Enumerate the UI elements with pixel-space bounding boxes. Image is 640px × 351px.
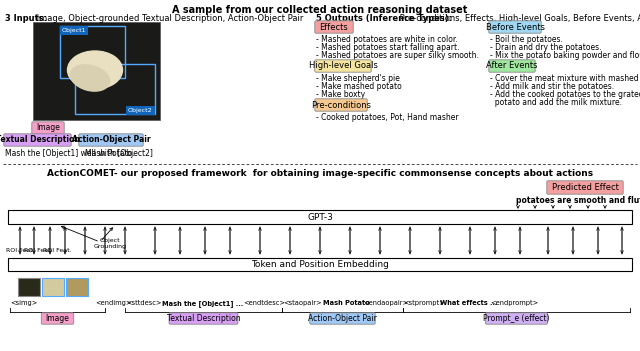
Bar bbox=[18, 278, 40, 296]
Bar bbox=[75, 64, 155, 114]
Text: Action-Object Pair: Action-Object Pair bbox=[308, 314, 377, 323]
Text: Image: Image bbox=[45, 314, 69, 323]
Text: 3 Inputs:: 3 Inputs: bbox=[5, 14, 47, 23]
Text: Mash the [Object1] well with [Object2]: Mash the [Object1] well with [Object2] bbox=[5, 149, 153, 158]
Bar bbox=[60, 26, 125, 78]
Text: Pre-conditions: Pre-conditions bbox=[311, 100, 371, 110]
Text: GPT-3: GPT-3 bbox=[307, 212, 333, 221]
Text: ROI Feat.: ROI Feat. bbox=[43, 248, 71, 253]
Text: <sttdesc>: <sttdesc> bbox=[126, 300, 161, 306]
FancyBboxPatch shape bbox=[489, 60, 535, 72]
Text: Action-Object Pair: Action-Object Pair bbox=[72, 135, 150, 145]
FancyBboxPatch shape bbox=[32, 122, 64, 134]
Text: ActionCOMET- our proposed framework  for obtaining image-specific commonsense co: ActionCOMET- our proposed framework for … bbox=[47, 169, 593, 178]
FancyBboxPatch shape bbox=[315, 60, 371, 72]
FancyBboxPatch shape bbox=[486, 313, 547, 324]
Text: 5 Outputs (Inference Types):: 5 Outputs (Inference Types): bbox=[316, 14, 452, 23]
FancyBboxPatch shape bbox=[547, 181, 623, 194]
Text: - Mashed potatoes are super silky smooth.: - Mashed potatoes are super silky smooth… bbox=[316, 51, 479, 60]
Text: Effects: Effects bbox=[319, 22, 348, 32]
Text: Image, Object-grounded Textual Description, Action-Object Pair: Image, Object-grounded Textual Descripti… bbox=[34, 14, 303, 23]
Text: <endprompt>: <endprompt> bbox=[490, 300, 538, 306]
Text: - Make shepherd's pie: - Make shepherd's pie bbox=[316, 74, 400, 83]
Text: A sample from our collected action reasoning dataset: A sample from our collected action reaso… bbox=[172, 5, 468, 15]
Text: Image: Image bbox=[36, 124, 60, 132]
Text: <staopair>: <staopair> bbox=[283, 300, 322, 306]
Text: - Add milk and stir the potatoes.: - Add milk and stir the potatoes. bbox=[490, 82, 614, 91]
Text: <stprompt>: <stprompt> bbox=[403, 300, 445, 306]
FancyBboxPatch shape bbox=[169, 313, 238, 324]
Text: <endaopair>: <endaopair> bbox=[363, 300, 408, 306]
Text: Pre-conditions, Effects, High-level Goals, Before Events, After Events: Pre-conditions, Effects, High-level Goal… bbox=[397, 14, 640, 23]
Text: Before Events: Before Events bbox=[486, 22, 545, 32]
Text: - Add the cooked potatoes to the grated: - Add the cooked potatoes to the grated bbox=[490, 90, 640, 99]
Text: High-level Goals: High-level Goals bbox=[308, 61, 378, 71]
Text: Textual Description: Textual Description bbox=[166, 314, 240, 323]
Bar bbox=[8, 258, 632, 271]
Text: - Mix the potato baking powder and flour.: - Mix the potato baking powder and flour… bbox=[490, 51, 640, 60]
FancyBboxPatch shape bbox=[315, 99, 367, 111]
Text: Object2: Object2 bbox=[128, 108, 152, 113]
Text: potatoes are smooth and fluffy: potatoes are smooth and fluffy bbox=[515, 196, 640, 205]
Ellipse shape bbox=[70, 65, 109, 91]
Text: ROI Feat.: ROI Feat. bbox=[6, 248, 35, 253]
FancyBboxPatch shape bbox=[79, 134, 143, 146]
Text: - Drain and dry the potatoes.: - Drain and dry the potatoes. bbox=[490, 43, 602, 52]
FancyBboxPatch shape bbox=[489, 21, 541, 33]
Text: - Mashed potatoes start falling apart.: - Mashed potatoes start falling apart. bbox=[316, 43, 460, 52]
Bar bbox=[8, 210, 632, 224]
FancyBboxPatch shape bbox=[315, 21, 353, 33]
Text: Textual Description: Textual Description bbox=[0, 135, 79, 145]
Text: Predicted Effect: Predicted Effect bbox=[552, 183, 618, 192]
Text: Mash Potato.: Mash Potato. bbox=[85, 149, 134, 158]
Text: - Boil the potatoes.: - Boil the potatoes. bbox=[490, 35, 563, 44]
Text: Mash Potato: Mash Potato bbox=[323, 300, 370, 306]
Text: <simg>: <simg> bbox=[10, 300, 37, 306]
Bar bbox=[33, 22, 160, 120]
Text: Mash the [Object1] ...: Mash the [Object1] ... bbox=[162, 300, 243, 307]
Text: Object1: Object1 bbox=[62, 28, 86, 33]
Text: Object
Grounding: Object Grounding bbox=[93, 238, 127, 249]
FancyBboxPatch shape bbox=[310, 313, 375, 324]
Text: <endtdesc>: <endtdesc> bbox=[243, 300, 285, 306]
Text: - Make boxty: - Make boxty bbox=[316, 90, 365, 99]
Bar bbox=[66, 278, 88, 296]
Bar bbox=[42, 278, 64, 296]
Text: - Make mashed potato: - Make mashed potato bbox=[316, 82, 402, 91]
Text: <endimg>: <endimg> bbox=[95, 300, 131, 306]
Text: What effects ...: What effects ... bbox=[440, 300, 497, 306]
Text: Token and Position Embedding: Token and Position Embedding bbox=[251, 260, 389, 269]
Text: potato and add the milk mixture.: potato and add the milk mixture. bbox=[490, 98, 622, 107]
FancyBboxPatch shape bbox=[42, 313, 74, 324]
Text: ROI Feat.: ROI Feat. bbox=[24, 248, 52, 253]
Text: Prompt_e (effect): Prompt_e (effect) bbox=[483, 314, 550, 323]
Text: - Mashed potatoes are white in color.: - Mashed potatoes are white in color. bbox=[316, 35, 458, 44]
Text: - Cooked potatoes, Pot, Hand masher: - Cooked potatoes, Pot, Hand masher bbox=[316, 113, 459, 122]
Ellipse shape bbox=[67, 51, 122, 89]
Text: After Events: After Events bbox=[486, 61, 538, 71]
FancyBboxPatch shape bbox=[4, 134, 71, 146]
Text: - Cover the meat mixture with mashed potatoes.: - Cover the meat mixture with mashed pot… bbox=[490, 74, 640, 83]
